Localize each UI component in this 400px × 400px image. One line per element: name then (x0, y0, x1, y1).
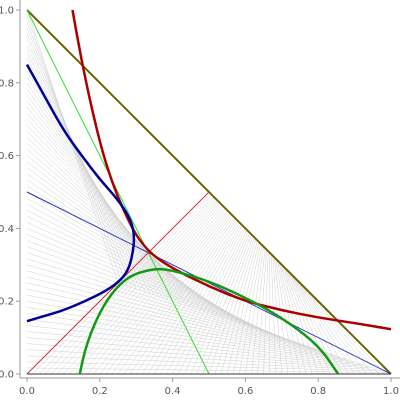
fan-line (166, 226, 245, 375)
fan-line (286, 269, 337, 375)
y-tick-label: 0.2 (0, 297, 14, 308)
fan-line (296, 279, 380, 375)
x-tick-label: 0.0 (19, 386, 35, 397)
fan-line (289, 272, 349, 375)
x-tick-label: 0.2 (92, 386, 108, 397)
fan-line (129, 217, 235, 375)
fan-line (26, 307, 341, 358)
fan-line (111, 213, 231, 375)
fan-line (26, 240, 291, 341)
ticks: 0.0 0.2 0.4 0.6 0.8 1.0 0.0 0.2 0.4 0.6 0.8 1.0 (0, 6, 399, 398)
fan-line (148, 222, 240, 375)
fan-line (26, 325, 355, 363)
y-tick-label: 0.6 (0, 151, 14, 162)
fan-line (184, 231, 249, 375)
fan-line (26, 246, 296, 343)
y-tick-label: 0.0 (0, 370, 14, 381)
fan-line (123, 216, 234, 375)
fan-line (277, 260, 301, 375)
fan-line (251, 248, 266, 375)
fan-line (202, 235, 254, 375)
fan-line (280, 263, 313, 375)
fan-line (26, 258, 305, 346)
fan-line (239, 245, 263, 375)
series-layer (25, 9, 392, 375)
fan-line (26, 288, 328, 354)
fan-line (93, 208, 226, 375)
fan-line (292, 275, 361, 375)
fan-line (105, 211, 229, 375)
fan-line (190, 232, 251, 375)
fan-line (287, 270, 343, 375)
x-tick-label: 0.8 (310, 386, 326, 397)
fan-line (154, 223, 242, 375)
fan-line (81, 205, 223, 375)
fan-line (290, 273, 355, 375)
fan-line (257, 249, 267, 375)
fan-line (26, 234, 287, 340)
fan-line (26, 355, 378, 370)
series-line-2 (26, 9, 210, 375)
fan-line (278, 261, 307, 375)
fan-line (87, 207, 225, 375)
axes (19, 0, 400, 379)
fan-line (26, 343, 369, 367)
series-curve-6 (71, 9, 392, 331)
fan-line (51, 197, 216, 375)
fan-line (220, 240, 258, 375)
fan-line (26, 228, 282, 338)
fan-line (26, 331, 360, 364)
fan-line (160, 225, 243, 375)
y-tick-label: 0.4 (0, 224, 14, 235)
fan-line (273, 257, 289, 375)
fan-line (57, 199, 217, 375)
x-tick-label: 1.0 (383, 386, 399, 397)
x-tick-label: 0.4 (165, 386, 181, 397)
fan-line (26, 337, 364, 366)
x-tick-label: 0.6 (237, 386, 253, 397)
fan-line (275, 258, 295, 375)
fan-line (283, 266, 325, 375)
fan-line (284, 267, 331, 375)
fan-line (214, 238, 257, 375)
series-curve-7 (25, 63, 136, 323)
series-curve-8 (78, 267, 340, 375)
fan-line (233, 243, 261, 375)
fan-line (26, 216, 273, 335)
fan-line (26, 319, 351, 361)
fan-line (281, 264, 319, 375)
fan-line (226, 241, 260, 375)
fan-line (69, 202, 220, 375)
fan-line (99, 210, 228, 375)
fan-line (142, 220, 239, 375)
y-tick-label: 1.0 (0, 6, 14, 17)
fan-line (26, 282, 323, 352)
fan-line (172, 228, 246, 375)
fan-line (196, 234, 252, 375)
fan-line (135, 219, 237, 375)
fan-line (26, 203, 264, 332)
fan-line (75, 203, 222, 375)
fan-line (45, 196, 214, 375)
fan-line (117, 214, 232, 375)
fan-line (26, 222, 278, 337)
fan-line (293, 276, 367, 375)
fan-line (263, 251, 269, 375)
fan-line (26, 270, 314, 349)
fan-line (38, 194, 213, 375)
y-tick-label: 0.8 (0, 78, 14, 89)
fan-line (178, 229, 248, 375)
fan-line (208, 237, 255, 375)
fan-line (26, 264, 310, 347)
fan-line (245, 246, 264, 375)
fan-line (63, 200, 219, 375)
